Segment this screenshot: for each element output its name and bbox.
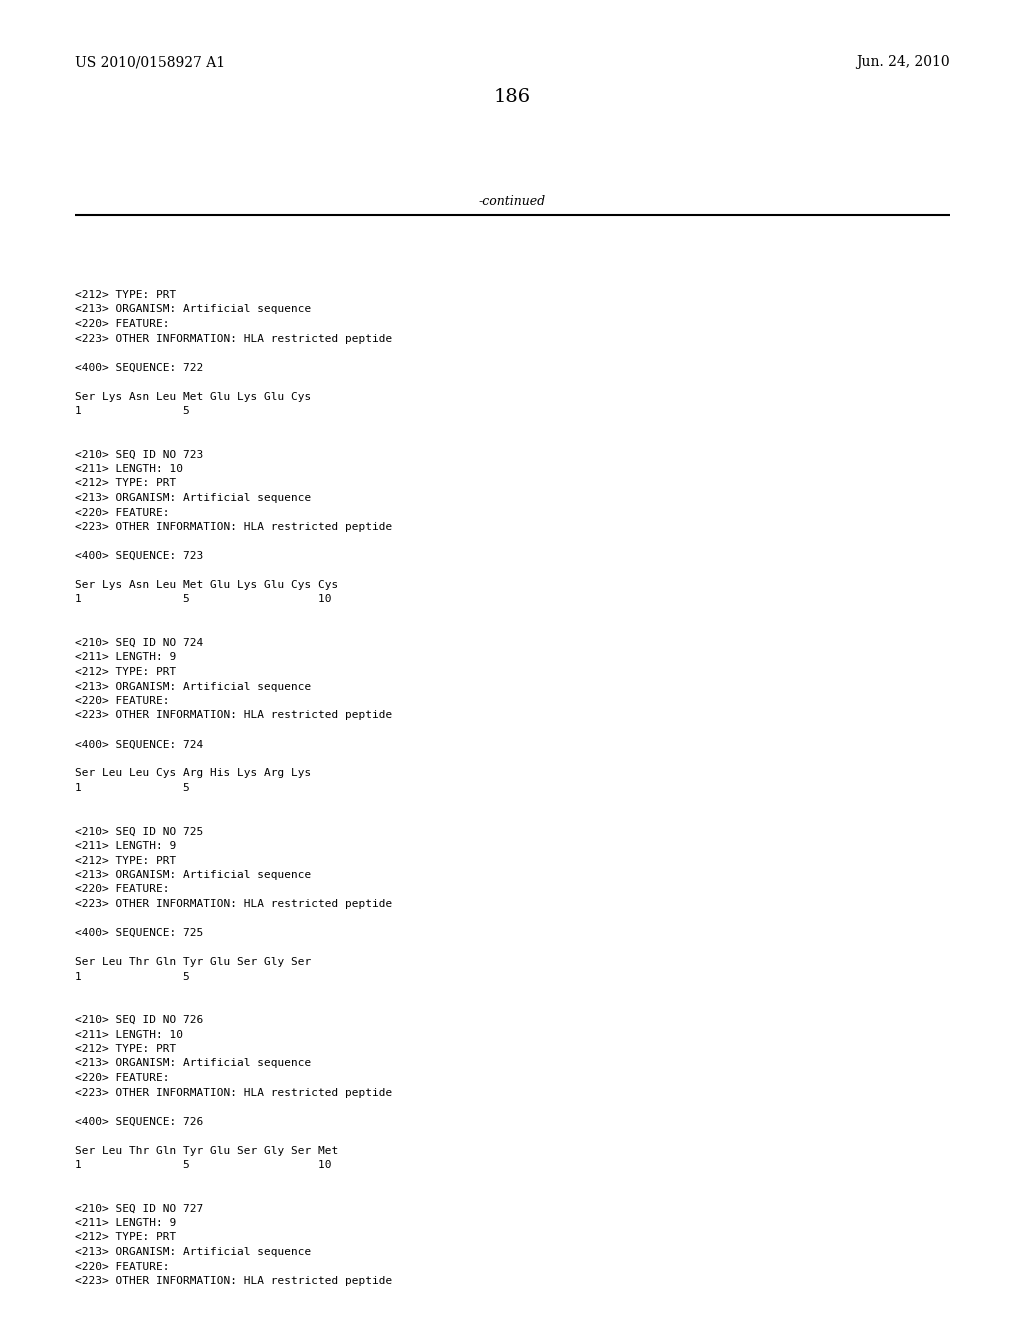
Text: <212> TYPE: PRT: <212> TYPE: PRT [75,479,176,488]
Text: <212> TYPE: PRT: <212> TYPE: PRT [75,855,176,866]
Text: <400> SEQUENCE: 723: <400> SEQUENCE: 723 [75,550,203,561]
Text: Ser Leu Thr Gln Tyr Glu Ser Gly Ser Met: Ser Leu Thr Gln Tyr Glu Ser Gly Ser Met [75,1146,338,1155]
Text: <213> ORGANISM: Artificial sequence: <213> ORGANISM: Artificial sequence [75,305,311,314]
Text: <223> OTHER INFORMATION: HLA restricted peptide: <223> OTHER INFORMATION: HLA restricted … [75,1088,392,1097]
Text: <210> SEQ ID NO 724: <210> SEQ ID NO 724 [75,638,203,648]
Text: <210> SEQ ID NO 725: <210> SEQ ID NO 725 [75,826,203,837]
Text: <220> FEATURE:: <220> FEATURE: [75,319,170,329]
Text: US 2010/0158927 A1: US 2010/0158927 A1 [75,55,225,69]
Text: 1               5: 1 5 [75,407,189,416]
Text: Ser Leu Thr Gln Tyr Glu Ser Gly Ser: Ser Leu Thr Gln Tyr Glu Ser Gly Ser [75,957,311,968]
Text: <220> FEATURE:: <220> FEATURE: [75,696,170,706]
Text: <213> ORGANISM: Artificial sequence: <213> ORGANISM: Artificial sequence [75,681,311,692]
Text: <220> FEATURE:: <220> FEATURE: [75,1262,170,1271]
Text: 186: 186 [494,88,530,106]
Text: Ser Lys Asn Leu Met Glu Lys Glu Cys Cys: Ser Lys Asn Leu Met Glu Lys Glu Cys Cys [75,579,338,590]
Text: <213> ORGANISM: Artificial sequence: <213> ORGANISM: Artificial sequence [75,870,311,880]
Text: <212> TYPE: PRT: <212> TYPE: PRT [75,667,176,677]
Text: <223> OTHER INFORMATION: HLA restricted peptide: <223> OTHER INFORMATION: HLA restricted … [75,710,392,721]
Text: <223> OTHER INFORMATION: HLA restricted peptide: <223> OTHER INFORMATION: HLA restricted … [75,521,392,532]
Text: <220> FEATURE:: <220> FEATURE: [75,1073,170,1082]
Text: <213> ORGANISM: Artificial sequence: <213> ORGANISM: Artificial sequence [75,1059,311,1068]
Text: <213> ORGANISM: Artificial sequence: <213> ORGANISM: Artificial sequence [75,1247,311,1257]
Text: <211> LENGTH: 10: <211> LENGTH: 10 [75,1030,183,1040]
Text: <211> LENGTH: 10: <211> LENGTH: 10 [75,465,183,474]
Text: <212> TYPE: PRT: <212> TYPE: PRT [75,290,176,300]
Text: <212> TYPE: PRT: <212> TYPE: PRT [75,1044,176,1053]
Text: <211> LENGTH: 9: <211> LENGTH: 9 [75,652,176,663]
Text: <400> SEQUENCE: 724: <400> SEQUENCE: 724 [75,739,203,750]
Text: Jun. 24, 2010: Jun. 24, 2010 [856,55,950,69]
Text: <213> ORGANISM: Artificial sequence: <213> ORGANISM: Artificial sequence [75,492,311,503]
Text: <400> SEQUENCE: 725: <400> SEQUENCE: 725 [75,928,203,939]
Text: <211> LENGTH: 9: <211> LENGTH: 9 [75,1218,176,1228]
Text: <223> OTHER INFORMATION: HLA restricted peptide: <223> OTHER INFORMATION: HLA restricted … [75,899,392,909]
Text: 1               5                   10: 1 5 10 [75,594,332,605]
Text: <210> SEQ ID NO 727: <210> SEQ ID NO 727 [75,1204,203,1213]
Text: <220> FEATURE:: <220> FEATURE: [75,507,170,517]
Text: 1               5: 1 5 [75,783,189,793]
Text: -continued: -continued [478,195,546,209]
Text: <400> SEQUENCE: 722: <400> SEQUENCE: 722 [75,363,203,372]
Text: Ser Leu Leu Cys Arg His Lys Arg Lys: Ser Leu Leu Cys Arg His Lys Arg Lys [75,768,311,779]
Text: <211> LENGTH: 9: <211> LENGTH: 9 [75,841,176,851]
Text: 1               5                   10: 1 5 10 [75,1160,332,1170]
Text: <210> SEQ ID NO 723: <210> SEQ ID NO 723 [75,450,203,459]
Text: <210> SEQ ID NO 726: <210> SEQ ID NO 726 [75,1015,203,1026]
Text: <223> OTHER INFORMATION: HLA restricted peptide: <223> OTHER INFORMATION: HLA restricted … [75,334,392,343]
Text: <220> FEATURE:: <220> FEATURE: [75,884,170,895]
Text: <212> TYPE: PRT: <212> TYPE: PRT [75,1233,176,1242]
Text: 1               5: 1 5 [75,972,189,982]
Text: <400> SEQUENCE: 726: <400> SEQUENCE: 726 [75,1117,203,1126]
Text: Ser Lys Asn Leu Met Glu Lys Glu Cys: Ser Lys Asn Leu Met Glu Lys Glu Cys [75,392,311,401]
Text: <223> OTHER INFORMATION: HLA restricted peptide: <223> OTHER INFORMATION: HLA restricted … [75,1276,392,1286]
